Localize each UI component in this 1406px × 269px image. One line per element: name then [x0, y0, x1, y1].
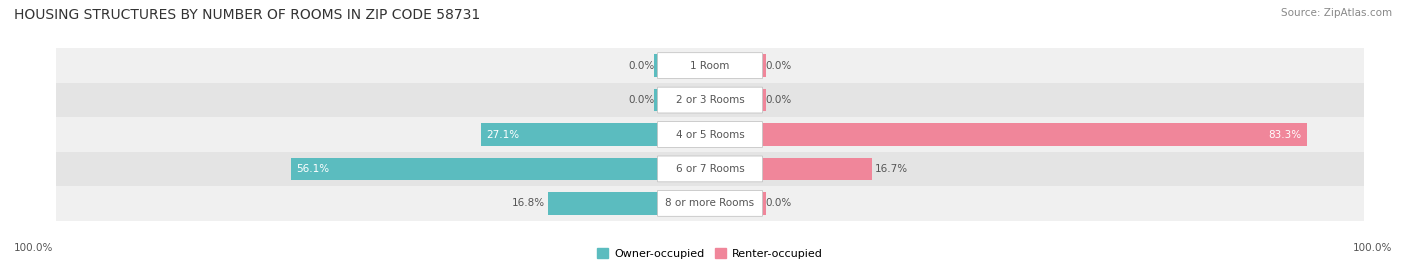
Text: 0.0%: 0.0% [766, 95, 792, 105]
Text: 1 Room: 1 Room [690, 61, 730, 71]
Text: 27.1%: 27.1% [486, 129, 519, 140]
Text: HOUSING STRUCTURES BY NUMBER OF ROOMS IN ZIP CODE 58731: HOUSING STRUCTURES BY NUMBER OF ROOMS IN… [14, 8, 481, 22]
Bar [481, 123, 658, 146]
Text: 16.8%: 16.8% [512, 198, 544, 208]
Bar [654, 89, 658, 111]
Text: 0.0%: 0.0% [628, 61, 654, 71]
Bar [56, 186, 1364, 221]
Bar [56, 48, 1364, 83]
Bar [548, 192, 658, 215]
Bar [56, 83, 1364, 117]
Bar [762, 123, 1308, 146]
Text: 56.1%: 56.1% [297, 164, 329, 174]
Text: 100.0%: 100.0% [14, 243, 53, 253]
Bar [762, 158, 872, 180]
Text: 0.0%: 0.0% [766, 198, 792, 208]
FancyBboxPatch shape [658, 87, 762, 113]
FancyBboxPatch shape [658, 122, 762, 147]
Text: 100.0%: 100.0% [1353, 243, 1392, 253]
Text: 6 or 7 Rooms: 6 or 7 Rooms [676, 164, 744, 174]
Legend: Owner-occupied, Renter-occupied: Owner-occupied, Renter-occupied [593, 244, 827, 263]
FancyBboxPatch shape [658, 190, 762, 216]
Text: Source: ZipAtlas.com: Source: ZipAtlas.com [1281, 8, 1392, 18]
Text: 83.3%: 83.3% [1268, 129, 1302, 140]
Bar [56, 117, 1364, 152]
Text: 2 or 3 Rooms: 2 or 3 Rooms [676, 95, 744, 105]
FancyBboxPatch shape [658, 53, 762, 79]
Text: 0.0%: 0.0% [766, 61, 792, 71]
Text: 16.7%: 16.7% [875, 164, 908, 174]
Bar [762, 54, 766, 77]
Text: 4 or 5 Rooms: 4 or 5 Rooms [676, 129, 744, 140]
Text: 8 or more Rooms: 8 or more Rooms [665, 198, 755, 208]
Text: 0.0%: 0.0% [628, 95, 654, 105]
Bar [291, 158, 658, 180]
Bar [762, 89, 766, 111]
Bar [56, 152, 1364, 186]
FancyBboxPatch shape [658, 156, 762, 182]
Bar [654, 54, 658, 77]
Bar [762, 192, 766, 215]
